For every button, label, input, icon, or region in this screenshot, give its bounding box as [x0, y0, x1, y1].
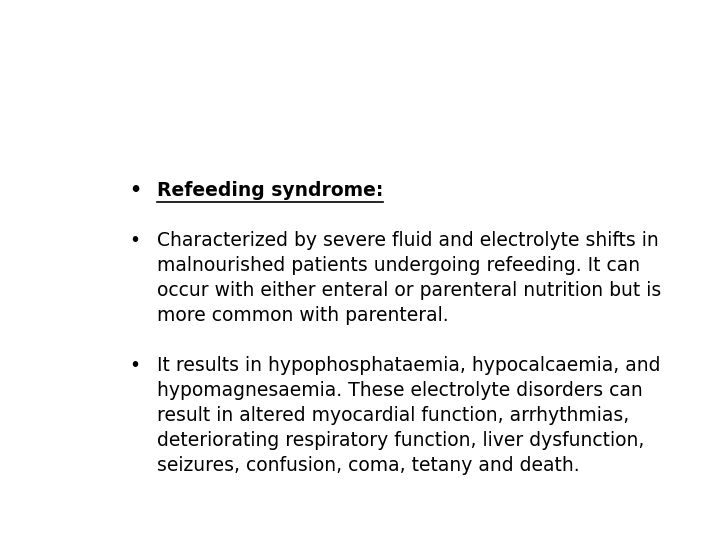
Text: Characterized by severe fluid and electrolyte shifts in
malnourished patients un: Characterized by severe fluid and electr… [157, 231, 661, 325]
Text: Refeeding syndrome:: Refeeding syndrome: [157, 181, 383, 200]
Text: •: • [129, 181, 141, 200]
Text: It results in hypophosphataemia, hypocalcaemia, and
hypomagnesaemia. These elect: It results in hypophosphataemia, hypocal… [157, 356, 660, 475]
Text: •: • [129, 356, 140, 375]
Text: •: • [129, 231, 140, 250]
